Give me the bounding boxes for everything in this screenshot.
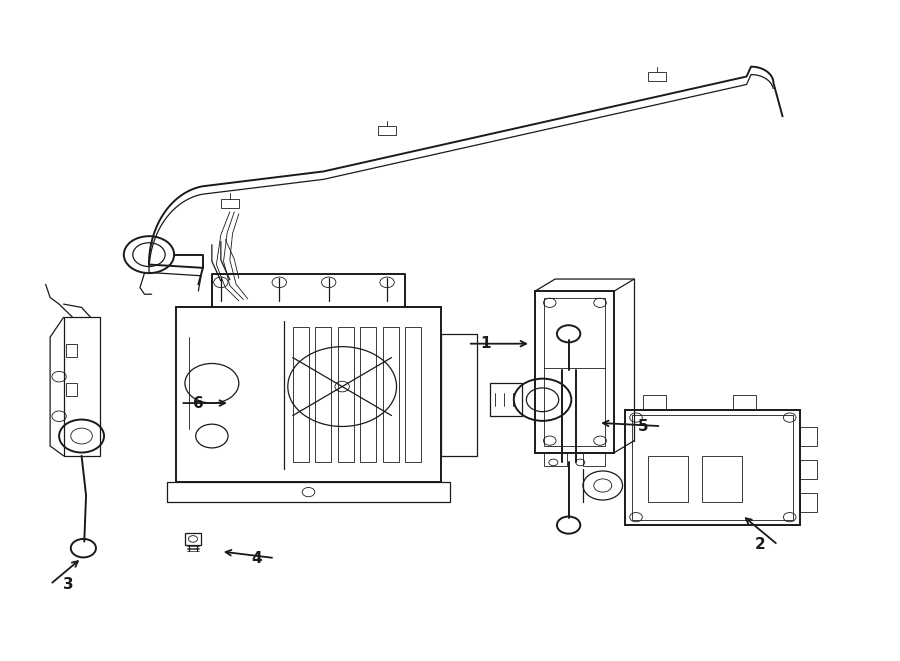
- Text: 3: 3: [63, 577, 74, 592]
- Text: 2: 2: [754, 537, 765, 553]
- Text: 5: 5: [638, 418, 649, 434]
- Text: 6: 6: [193, 395, 203, 410]
- Text: 4: 4: [251, 551, 262, 566]
- Text: 1: 1: [481, 336, 491, 351]
- Polygon shape: [176, 307, 441, 483]
